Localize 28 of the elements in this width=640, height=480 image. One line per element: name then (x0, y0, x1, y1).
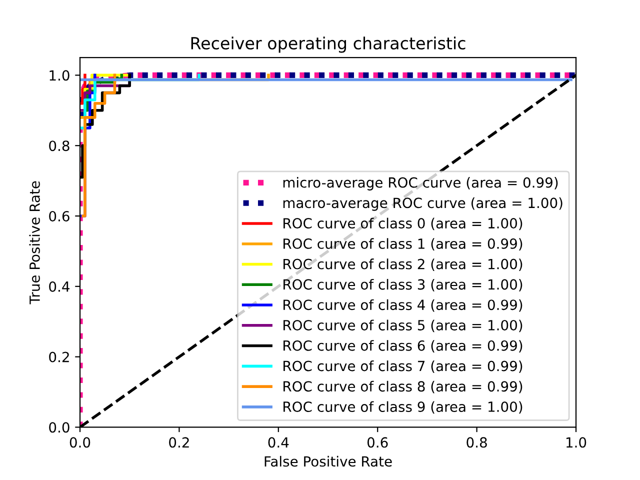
legend-label: macro-average ROC curve (area = 1.00) (283, 197, 562, 211)
x-tick-label: 1.0 (566, 437, 586, 448)
legend-label: ROC curve of class 1 (area = 0.99) (284, 238, 522, 251)
x-tick-label: 0.2 (169, 437, 189, 448)
y-tick-label: 0.0 (49, 422, 70, 433)
legend-label: ROC curve of class 5 (area = 1.00) (284, 320, 522, 332)
x-tick-label: 0.0 (70, 437, 90, 448)
x-axis-title: False Positive Rate (264, 456, 392, 467)
chart-title: Receiver operating characteristic (191, 36, 466, 53)
legend-label: ROC curve of class 6 (area = 0.99) (284, 340, 522, 352)
y-axis-title: True Positive Rate (29, 181, 40, 304)
y-tick-label: 0.2 (49, 352, 69, 362)
legend-label: ROC curve of class 3 (area = 1.00) (284, 278, 522, 292)
y-tick-label: 0.4 (49, 281, 70, 292)
y-tick-label: 0.6 (49, 210, 70, 222)
legend-label: ROC curve of class 7 (area = 0.99) (284, 360, 522, 373)
line-series (82, 74, 116, 218)
legend-label: ROC curve of class 8 (area = 0.99) (284, 380, 522, 394)
x-tick-label: 0.8 (466, 437, 487, 448)
y-tick-label: 0.8 (49, 140, 70, 152)
legend-label: ROC curve of class 2 (area = 1.00) (284, 258, 522, 271)
legend-label: ROC curve of class 9 (area = 1.00) (284, 401, 522, 414)
legend-label: ROC curve of class 4 (area = 0.99) (284, 299, 522, 312)
legend-label: ROC curve of class 0 (area = 1.00) (284, 218, 522, 230)
legend-label: micro-average ROC curve (area = 0.99) (283, 177, 558, 190)
x-tick-label: 0.6 (367, 437, 388, 448)
x-tick-label: 0.4 (268, 437, 289, 448)
y-tick-label: 1.0 (50, 70, 70, 81)
